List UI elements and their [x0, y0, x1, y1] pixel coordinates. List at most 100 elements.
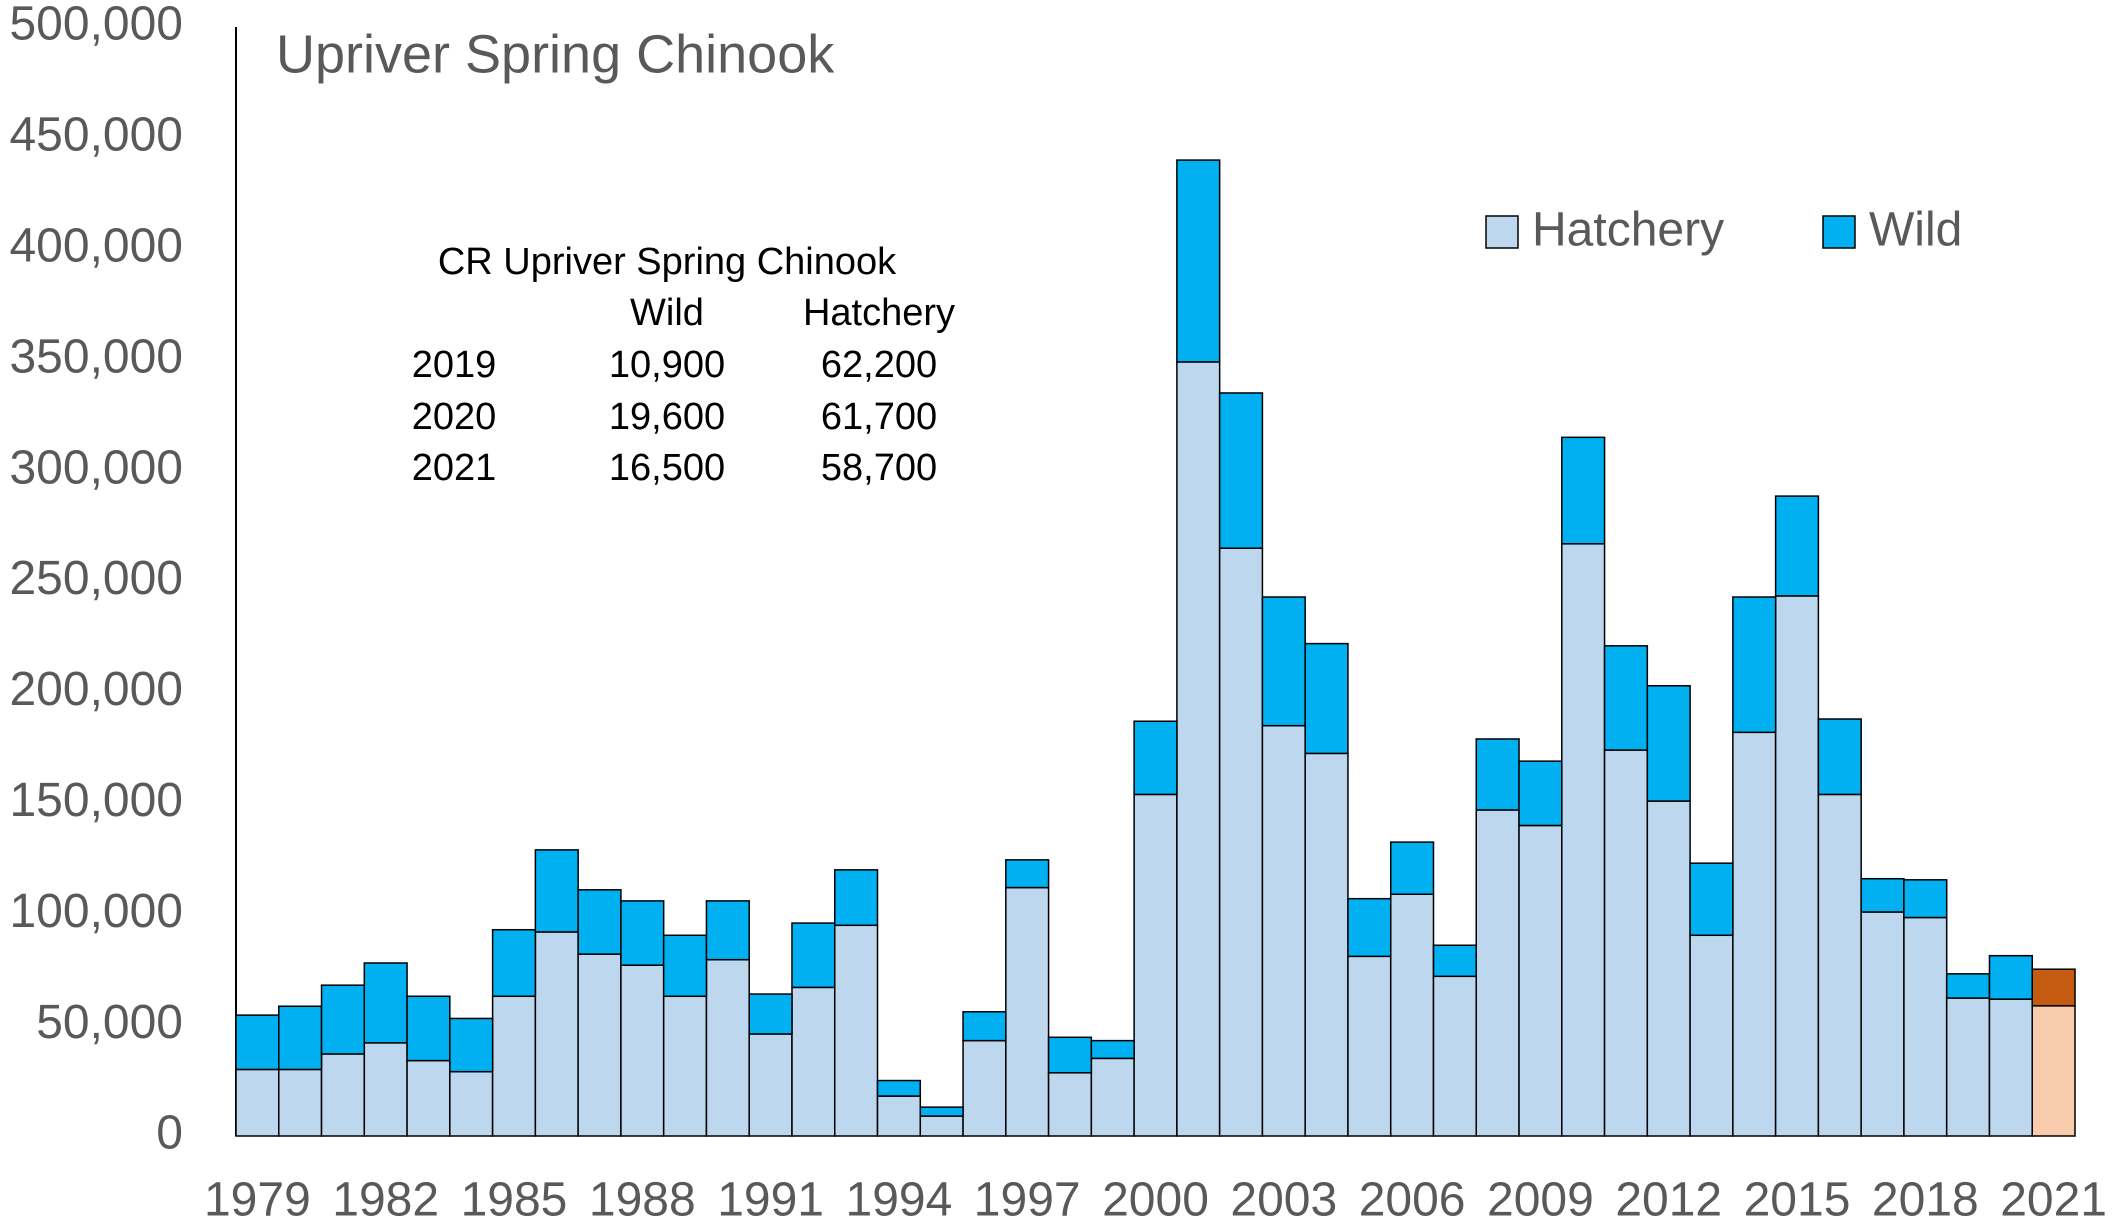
bar-segment	[235, 1014, 280, 1071]
bar-segment	[1347, 897, 1392, 958]
bar-segment	[2031, 968, 2076, 1007]
bar-segment	[1005, 886, 1050, 1137]
y-tick-label: 450,000	[9, 109, 183, 162]
x-tick-label: 2021	[2000, 1174, 2107, 1227]
bar-segment	[919, 1106, 964, 1117]
bar-segment	[363, 1042, 408, 1137]
bar-segment	[662, 934, 708, 998]
bar-segment	[1518, 760, 1563, 827]
bar-segment	[1988, 954, 2033, 1000]
bar-segment	[620, 900, 665, 966]
bar-segment	[1047, 1036, 1093, 1074]
table-cell: 58,700	[821, 447, 937, 489]
bar-segment	[363, 962, 408, 1044]
bar-segment	[1475, 738, 1520, 811]
bar-segment	[791, 986, 836, 1137]
x-tick-label: 1988	[589, 1174, 696, 1227]
table-cell: 2020	[412, 396, 497, 438]
bar-segment	[876, 1079, 922, 1097]
legend-label: Hatchery	[1532, 204, 1724, 257]
bar-segment	[1432, 944, 1478, 978]
bar-segment	[662, 995, 708, 1137]
x-tick-label: 1997	[974, 1174, 1081, 1227]
y-tick-label: 50,000	[36, 996, 183, 1049]
bar-segment	[705, 900, 750, 961]
legend-swatch	[1822, 215, 1856, 249]
bar-segment	[1774, 495, 1820, 597]
bar-segment	[1176, 361, 1221, 1137]
table-header: Wild	[630, 292, 704, 334]
y-tick-label: 350,000	[9, 330, 183, 383]
bar-segment	[1817, 793, 1862, 1137]
x-tick-label: 2018	[1872, 1174, 1979, 1227]
bar-segment	[962, 1011, 1007, 1042]
bar-segment	[1176, 159, 1221, 363]
bar-segment	[1005, 859, 1050, 889]
bar-segment	[1561, 543, 1606, 1137]
bar-segment	[1261, 724, 1306, 1137]
bar-segment	[876, 1095, 922, 1137]
bar-segment	[1732, 596, 1777, 734]
bar-segment	[278, 1005, 323, 1071]
y-tick-label: 0	[156, 1107, 183, 1160]
bar-segment	[1347, 955, 1392, 1137]
y-tick-label: 200,000	[9, 663, 183, 716]
table-header: Hatchery	[803, 292, 955, 334]
bar-segment	[577, 953, 622, 1137]
bar-segment	[748, 1033, 793, 1137]
x-tick-label: 2012	[1615, 1174, 1722, 1227]
bar-segment	[919, 1115, 964, 1137]
bar-segment	[1774, 595, 1820, 1137]
bar-segment	[833, 924, 879, 1137]
bar-segment	[1903, 879, 1948, 919]
table-cell: 2019	[412, 344, 497, 386]
bar-segment	[1304, 752, 1349, 1137]
bar-segment	[1090, 1039, 1135, 1060]
bar-segment	[791, 922, 836, 989]
x-tick-label: 1991	[717, 1174, 824, 1227]
bar-segment	[1261, 596, 1306, 727]
bar-segment	[1389, 841, 1435, 895]
bar-segment	[1945, 973, 1991, 999]
table-cell: 10,900	[609, 344, 725, 386]
table-cell: 16,500	[609, 447, 725, 489]
x-tick-label: 1979	[204, 1174, 311, 1227]
bar-segment	[1646, 800, 1691, 1137]
bar-segment	[1475, 809, 1520, 1137]
bar-segment	[534, 931, 579, 1137]
bar-segment	[1603, 645, 1649, 751]
bar-segment	[705, 958, 750, 1137]
bar-segment	[320, 1053, 366, 1137]
table-cell: 62,200	[821, 344, 937, 386]
bar-segment	[577, 889, 622, 955]
bar-segment	[406, 1059, 451, 1137]
table-cell: 19,600	[609, 396, 725, 438]
bar-segment	[491, 995, 537, 1137]
x-tick-label: 2003	[1230, 1174, 1337, 1227]
bar-segment	[1817, 718, 1862, 796]
y-tick-label: 500,000	[9, 0, 183, 51]
x-tick-label: 1982	[332, 1174, 439, 1227]
bar-segment	[1860, 911, 1905, 1137]
bar-segment	[1047, 1072, 1093, 1137]
y-tick-label: 400,000	[9, 219, 183, 272]
y-tick-label: 150,000	[9, 774, 183, 827]
bar-segment	[1646, 684, 1691, 802]
bar-segment	[449, 1070, 494, 1137]
bar-segment	[406, 995, 451, 1062]
y-tick-label: 100,000	[9, 885, 183, 938]
y-tick-label: 300,000	[9, 441, 183, 494]
bar-segment	[962, 1039, 1007, 1137]
x-tick-label: 2015	[1744, 1174, 1851, 1227]
bar-segment	[449, 1017, 494, 1073]
table-title: CR Upriver Spring Chinook	[438, 241, 897, 283]
bar-segment	[833, 869, 879, 927]
bar-segment	[320, 984, 366, 1055]
bar-segment	[1561, 436, 1606, 545]
bar-segment	[1218, 392, 1264, 549]
bar-segment	[1218, 547, 1264, 1137]
bar-segment	[235, 1068, 280, 1137]
bar-segment	[1133, 720, 1178, 796]
bar-segment	[1689, 862, 1734, 937]
bar-segment	[1689, 934, 1734, 1137]
